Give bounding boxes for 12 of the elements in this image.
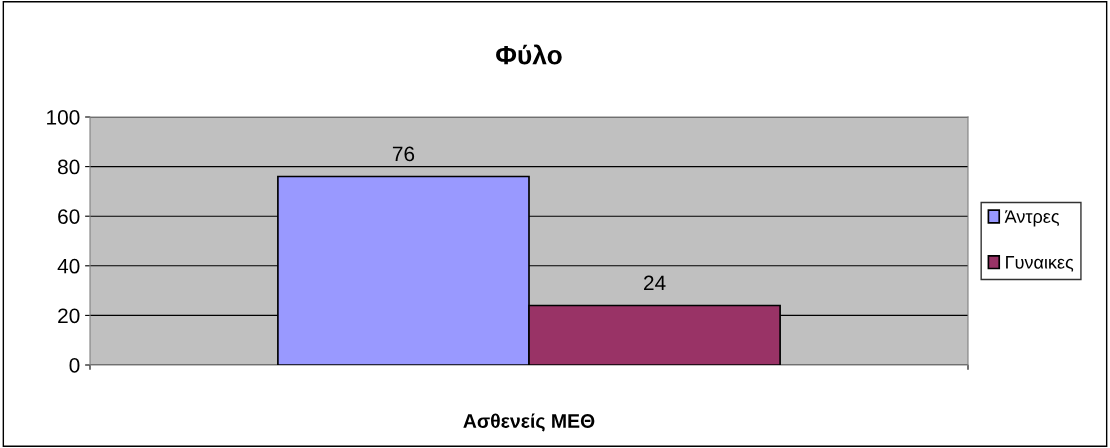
chart-title: Φύλο bbox=[496, 44, 562, 65]
y-tick-label: 40 bbox=[57, 258, 80, 274]
x-axis-title: Ασθενείς ΜΕΘ bbox=[463, 413, 595, 432]
legend-label: Άντρες bbox=[1004, 210, 1060, 227]
legend-label: Γυναικες bbox=[1006, 256, 1074, 272]
y-tick-label: 20 bbox=[58, 308, 80, 324]
y-tick-label: 80 bbox=[58, 159, 80, 175]
data-label: 24 bbox=[644, 275, 666, 291]
y-tick-label: 60 bbox=[58, 209, 80, 224]
y-tick-label: 0 bbox=[69, 358, 80, 373]
data-label: 76 bbox=[392, 146, 415, 162]
y-tick-label: 100 bbox=[47, 110, 80, 125]
